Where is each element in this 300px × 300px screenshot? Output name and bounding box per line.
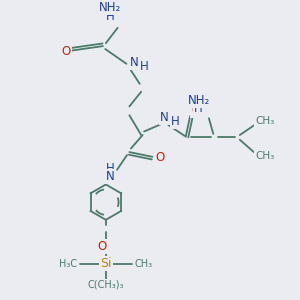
Text: O: O xyxy=(61,46,71,59)
Text: CH₃: CH₃ xyxy=(134,259,153,269)
Text: N: N xyxy=(160,111,169,124)
Text: NH₂: NH₂ xyxy=(99,1,122,14)
Text: H: H xyxy=(140,60,148,73)
Text: H: H xyxy=(106,10,115,22)
Text: Si: Si xyxy=(100,257,112,271)
Text: N: N xyxy=(129,56,138,69)
Text: H₃C: H₃C xyxy=(59,259,77,269)
Text: CH₃: CH₃ xyxy=(255,151,274,160)
Text: O: O xyxy=(156,152,165,164)
Text: N: N xyxy=(106,170,115,183)
Text: NH₂: NH₂ xyxy=(188,94,210,107)
Text: H: H xyxy=(171,115,179,128)
Text: H: H xyxy=(194,102,203,115)
Text: CH₃: CH₃ xyxy=(255,116,274,126)
Text: H: H xyxy=(106,162,115,175)
Text: O: O xyxy=(98,240,107,253)
Text: C(CH₃)₃: C(CH₃)₃ xyxy=(88,280,124,290)
Text: O: O xyxy=(191,104,200,117)
